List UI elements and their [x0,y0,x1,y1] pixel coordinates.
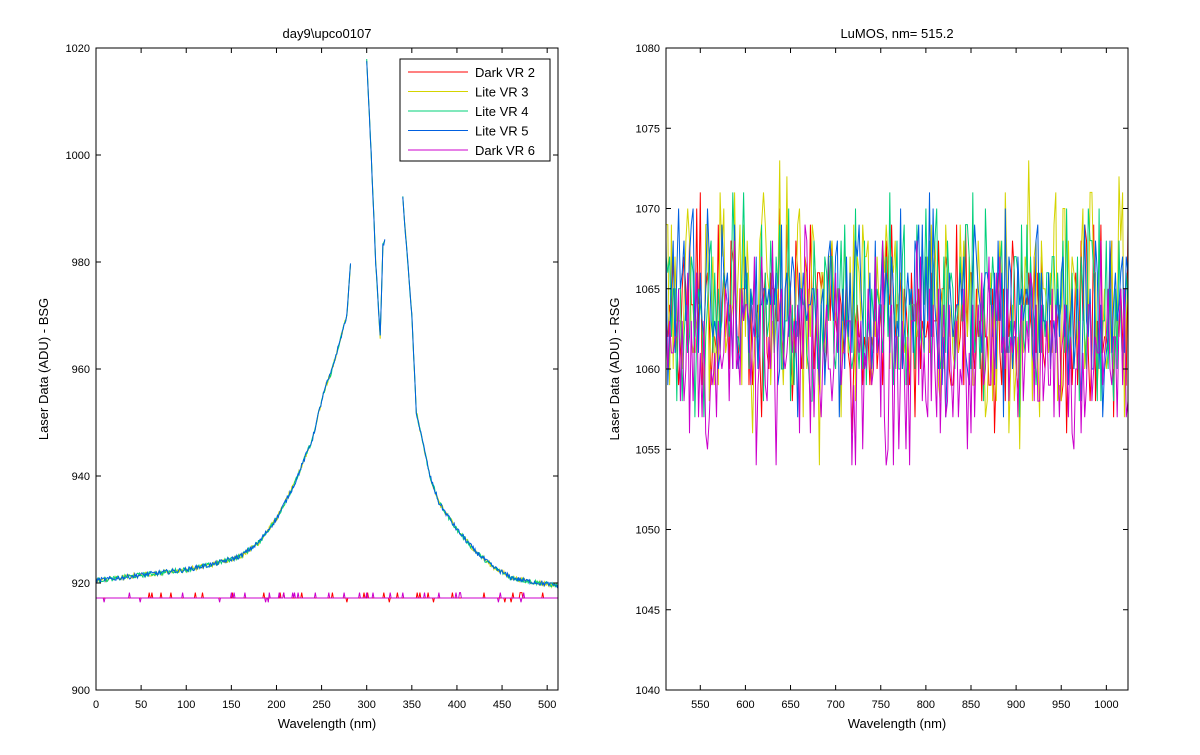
left-xtick-label: 400 [448,699,466,711]
right-ytick-label: 1055 [636,444,660,456]
left-series-group [96,58,558,603]
right-series-lite-vr-4 [666,192,1128,418]
left-xtick-label: 250 [312,699,330,711]
right-x-axis-label: Wavelength (nm) [848,716,947,731]
right-xtick-label: 950 [1052,699,1070,711]
left-xtick-label: 200 [267,699,285,711]
right-xtick-label: 1000 [1094,699,1118,711]
left-xtick-label: 100 [177,699,195,711]
left-xtick-label: 300 [358,699,376,711]
right-ytick-label: 1075 [636,123,660,135]
left-ytick-label: 1000 [66,150,90,162]
right-y-axis-label: Laser Data (ADU) - RSG [607,297,622,440]
right-ytick-label: 1080 [636,43,660,55]
right-xtick-label: 600 [736,699,754,711]
legend: Dark VR 2 Lite VR 3 Lite VR 4 Lite VR 5 Dark… [399,58,551,162]
right-ytick-label: 1060 [636,364,660,376]
right-ytick-label: 1045 [636,605,660,617]
left-ytick-label: 1020 [66,43,90,55]
right-xtick-label: 850 [962,699,980,711]
left-xtick-label: 450 [493,699,511,711]
left-ytick-label: 980 [72,257,90,269]
left-ytick-label: 960 [72,364,90,376]
left-xtick-label: 150 [222,699,240,711]
left-ytick-label: 940 [72,471,90,483]
right-xtick-label: 650 [781,699,799,711]
right-series-group [666,160,1128,466]
left-chart: 0 50 100 150 200 250 300 350 400 450 500 900 920 940 9… [36,26,559,731]
left-ytick-label: 900 [72,685,90,697]
right-ticks: 550 600 650 700 750 800 850 900 950 1000 1040 1045 1… [636,43,1128,711]
legend-entry: Dark VR 2 [475,65,535,80]
left-xtick-label: 350 [403,699,421,711]
right-xtick-label: 550 [691,699,709,711]
left-xtick-label: 50 [135,699,147,711]
legend-entry: Lite VR 4 [475,104,528,119]
left-y-axis-label: Laser Data (ADU) - BSG [36,298,51,440]
right-xtick-label: 800 [917,699,935,711]
legend-entry: Lite VR 3 [475,85,528,100]
right-xtick-label: 750 [872,699,890,711]
right-series-dark-vr-6 [666,224,1128,466]
left-chart-title: day9\upco0107 [283,26,372,41]
right-ytick-label: 1050 [636,525,660,537]
right-ytick-label: 1065 [636,284,660,296]
left-series-lite-vr-5 [96,61,558,589]
right-xtick-label: 700 [826,699,844,711]
right-ytick-label: 1070 [636,204,660,216]
left-series-dark-vr-6 [96,592,558,603]
left-ytick-label: 920 [72,578,90,590]
right-chart-title: LuMOS, nm= 515.2 [840,26,953,41]
left-xtick-label: 500 [538,699,556,711]
legend-entry: Dark VR 6 [475,143,535,158]
right-ytick-label: 1040 [636,685,660,697]
right-chart: 550 600 650 700 750 800 850 900 950 1000 1040 1045 1… [607,26,1129,731]
legend-entry: Lite VR 5 [475,124,528,139]
left-ticks: 0 50 100 150 200 250 300 350 400 450 500 900 920 940 9… [66,43,558,711]
left-xtick-label: 0 [93,699,99,711]
right-xtick-label: 900 [1007,699,1025,711]
legend-box [399,58,551,162]
left-x-axis-label: Wavelength (nm) [278,716,377,731]
